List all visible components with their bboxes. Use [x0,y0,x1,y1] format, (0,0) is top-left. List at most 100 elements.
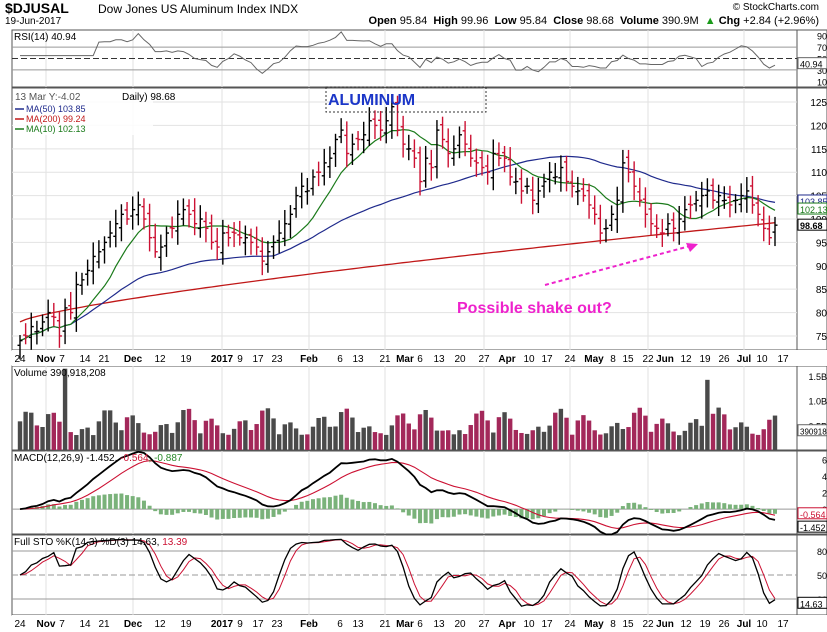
volume-bar [581,415,586,450]
macd-histogram-bar [51,504,56,510]
x-tick-label: 12 [680,619,692,630]
volume-bar [310,426,316,450]
volume-bar [62,368,68,450]
x-tick-label: 9 [237,354,243,365]
macd-histogram-bar [74,501,79,510]
volume-bar [716,407,721,450]
macd-histogram-bar [108,494,113,510]
ohlc-bar [530,176,536,215]
macd-badge-label: -1.452 [800,523,826,533]
x-tick-label: 6 [337,619,343,630]
volume-bar [429,417,434,450]
volume-bar [677,435,682,450]
ohlc-bar [113,209,119,248]
volume-bar [226,434,231,450]
volume-bar [293,428,299,450]
volume-bar [79,429,85,450]
ohlc-bar [428,149,434,181]
ohlc-bar [541,173,547,198]
ohlc-bar [502,145,508,173]
volume-bar [395,415,400,450]
volume-bar [271,418,276,450]
volume-bar [536,426,541,450]
price-tick-label: 125 [810,98,827,109]
macd-histogram-bar [530,509,535,520]
x-tick-label: 2017 [211,619,234,630]
macd-tick-label: 6 [822,455,827,465]
macd-histogram-bar [265,509,270,519]
volume-bar [688,422,693,450]
ohlc-bar [687,195,693,219]
macd-histogram-bar [327,497,332,510]
macd-histogram-bar [699,503,704,510]
macd-histogram-bar [226,509,231,519]
volume-bar [710,413,716,450]
volume-bar [203,420,209,450]
price-tick-label: 85 [816,285,827,296]
volume-bar [102,410,107,450]
ohlc-bar [220,219,226,265]
x-tick-label: 24 [564,354,576,365]
x-tick-label: 14 [79,354,91,365]
ohlc-bar [372,110,378,140]
macd-histogram-bar [395,508,400,510]
ohlc-bar [648,203,654,235]
macd-histogram-bar [401,509,406,513]
sto-tick-label: 80 [817,547,827,557]
volume-bar [648,431,654,450]
macd-histogram-bar [541,509,546,517]
ohlc-bar [614,186,620,233]
ohlc-bar [259,237,265,276]
x-tick-label: 6 [417,619,423,630]
ohlc-bar [203,211,209,243]
volume-bar [107,410,113,450]
ohlc-bar [96,240,102,269]
ohlc-bar [423,145,429,188]
macd-histogram-bar [502,509,507,515]
macd-histogram-bar [141,500,146,510]
ohlc-bar [665,213,671,237]
volume-bar [400,413,406,450]
x-tick-label: 21 [379,619,391,630]
macd-label: MACD(12,26,9) -1.452, -0.564, -0.887 [14,453,183,464]
macd-histogram-bar [485,509,490,519]
volume-bar [705,379,710,450]
volume-bar [479,410,485,450]
macd-histogram-bar [91,496,96,510]
x-tick-label: 24 [14,619,26,630]
macd-tick-label: 4 [822,472,827,482]
volume-bar [367,426,372,450]
ohlc-bar [659,219,665,247]
volume-bar [260,410,265,450]
ohlc-bar [620,149,626,213]
x-tick-label: Jun [656,619,674,630]
volume-bar [17,421,23,450]
macd-histogram-bar [181,509,186,512]
x-tick-label: Mar [396,619,414,630]
x-tick-label: 22 [642,619,654,630]
ohlc-bar [349,133,355,165]
volume-bar [153,431,158,450]
x-tick-label: Jun [656,354,674,365]
ohlc-bar [417,146,423,196]
x-tick-label: Nov [37,619,56,630]
macd-panel [11,450,798,535]
volume-bar [637,407,642,450]
macd-histogram-bar [553,509,558,512]
x-tick-label: 8 [610,619,616,630]
macd-histogram-bar [125,495,130,510]
ohlc-bar [135,191,141,226]
macd-histogram-bar [294,504,299,510]
volume-bar [169,432,175,450]
price-tick-label: 120 [810,121,827,132]
macd-histogram-bar [423,509,428,523]
ohlc-bar [169,216,175,239]
macd-histogram-bar [333,495,338,510]
x-tick-label: 7 [59,619,65,630]
macd-histogram-bar [63,504,68,510]
macd-histogram-bar [626,502,631,510]
ohlc-bar [676,205,682,245]
volume-bar [68,432,73,450]
volume-bar [215,425,220,450]
